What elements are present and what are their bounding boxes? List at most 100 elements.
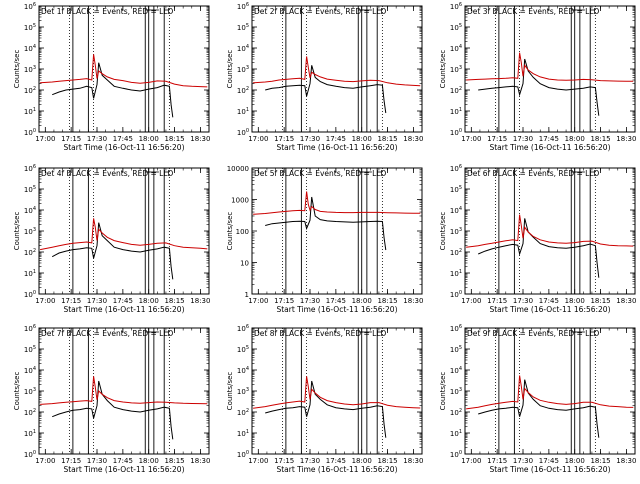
x-axis-label: Start Time (16-Oct-11 16:56:20) [63,305,184,314]
y-tick-label: 104 [450,366,462,375]
panel-title: Det 2f BLACK = Events, RED = LLD [254,7,387,16]
x-tick-label: 18:15 [590,457,610,465]
plot-frame [38,5,210,133]
plot-frame [38,167,210,295]
x-tick-label: 17:00 [248,457,268,465]
x-axis-label: Start Time (16-Oct-11 16:56:20) [276,143,397,152]
x-axis-label: Start Time (16-Oct-11 16:56:20) [63,143,184,152]
y-tick-label: 105 [450,23,462,32]
y-tick-label: 104 [24,366,36,375]
y-tick-label: 100 [450,290,462,299]
x-tick-label: 18:00 [352,457,372,465]
lld-series-line [466,214,634,248]
panel-title: Det 4f BLACK = Events, RED = LLD [41,169,174,178]
x-tick-label: 17:15 [61,135,81,143]
detector-panel: 100 101 102 103 104 105 106 17:00 17:15 17:30 17:4… [439,2,636,152]
events-series-line [52,380,174,440]
y-tick-label: 100 [24,128,36,137]
y-tick-label: 104 [237,366,249,375]
plot-frame [464,327,636,455]
x-tick-label: 18:30 [616,135,636,143]
y-axis-label: Counts/sec [226,372,234,411]
x-tick-label: 18:00 [565,297,585,305]
x-tick-label: 17:00 [35,457,55,465]
detector-panel: 100 101 102 103 104 105 106 17:00 17:15 17:30 17:4… [226,324,423,474]
x-tick-label: 18:00 [565,135,585,143]
x-tick-label: 17:15 [487,135,507,143]
x-tick-label: 18:15 [377,297,397,305]
events-series-line [265,380,387,438]
x-tick-label: 17:45 [113,297,133,305]
x-axis-label: Start Time (16-Oct-11 16:56:20) [276,465,397,474]
x-axis-label: Start Time (16-Oct-11 16:56:20) [63,465,184,474]
x-tick-label: 17:15 [487,457,507,465]
x-tick-label: 17:45 [539,135,559,143]
detector-panel: 1 10 100 1000 10000 17:00 17:15 17:30 17:45 18:00… [226,165,423,314]
y-tick-label: 105 [237,23,249,32]
y-tick-label: 104 [450,206,462,215]
panel-title: Det 9f BLACK = Events, RED = LLD [467,329,600,338]
y-tick-label: 10000 [227,165,249,173]
x-tick-label: 17:15 [487,297,507,305]
x-tick-label: 17:00 [248,297,268,305]
lld-series-line [466,375,634,410]
x-tick-label: 18:15 [164,297,184,305]
panel-title: Det 7f BLACK = Events, RED = LLD [41,329,174,338]
y-tick-label: 100 [24,450,36,459]
x-tick-label: 17:45 [539,457,559,465]
y-tick-label: 103 [450,387,462,396]
x-tick-label: 17:45 [326,457,346,465]
y-tick-label: 101 [24,269,36,278]
y-tick-label: 100 [450,450,462,459]
x-axis-label: Start Time (16-Oct-11 16:56:20) [489,305,610,314]
plot-frame [251,5,423,133]
x-tick-label: 17:15 [61,297,81,305]
x-tick-label: 18:30 [403,297,423,305]
y-tick-label: 105 [24,345,36,354]
plot-frame [251,167,423,295]
detector-panel: 100 101 102 103 104 105 106 17:00 17:15 17:30 17:4… [439,324,636,474]
events-series-line [478,58,600,116]
y-tick-label: 103 [237,65,249,74]
x-tick-label: 17:15 [274,297,294,305]
y-tick-label: 102 [237,86,249,95]
lld-series-line [40,376,208,405]
x-tick-label: 18:00 [139,135,159,143]
x-tick-label: 18:30 [616,457,636,465]
x-tick-label: 18:00 [139,457,159,465]
y-tick-label: 106 [24,164,36,173]
x-tick-label: 18:30 [190,457,210,465]
y-axis-label: Counts/sec [13,212,21,251]
y-tick-label: 101 [237,107,249,116]
plot-frame [464,5,636,133]
panel-title: Det 8f BLACK = Events, RED = LLD [254,329,387,338]
x-tick-label: 17:30 [300,457,320,465]
y-tick-label: 105 [237,345,249,354]
x-tick-label: 17:30 [300,297,320,305]
y-tick-label: 101 [450,107,462,116]
x-axis-label: Start Time (16-Oct-11 16:56:20) [489,465,610,474]
y-tick-label: 106 [450,164,462,173]
y-tick-label: 10 [240,260,249,268]
x-tick-label: 18:15 [164,457,184,465]
y-axis-label: Counts/sec [226,212,234,251]
detector-panel: 100 101 102 103 104 105 106 17:00 17:15 17:30 17:4… [13,164,210,314]
lld-series-line [40,218,208,251]
x-tick-label: 17:30 [513,457,533,465]
y-tick-label: 103 [450,65,462,74]
y-tick-label: 103 [24,387,36,396]
y-tick-label: 100 [24,290,36,299]
x-tick-label: 17:00 [461,297,481,305]
y-tick-label: 106 [450,2,462,11]
panel-title: Det 1f BLACK = Events, RED = LLD [41,7,174,16]
x-tick-label: 17:15 [61,457,81,465]
y-tick-label: 1000 [231,197,249,205]
lld-series-line [466,52,634,82]
events-series-line [265,65,387,114]
y-tick-label: 106 [237,2,249,11]
lld-series-line [253,376,421,409]
y-tick-label: 101 [450,269,462,278]
y-tick-label: 105 [450,185,462,194]
plot-frame [464,167,636,295]
y-tick-label: 103 [24,65,36,74]
